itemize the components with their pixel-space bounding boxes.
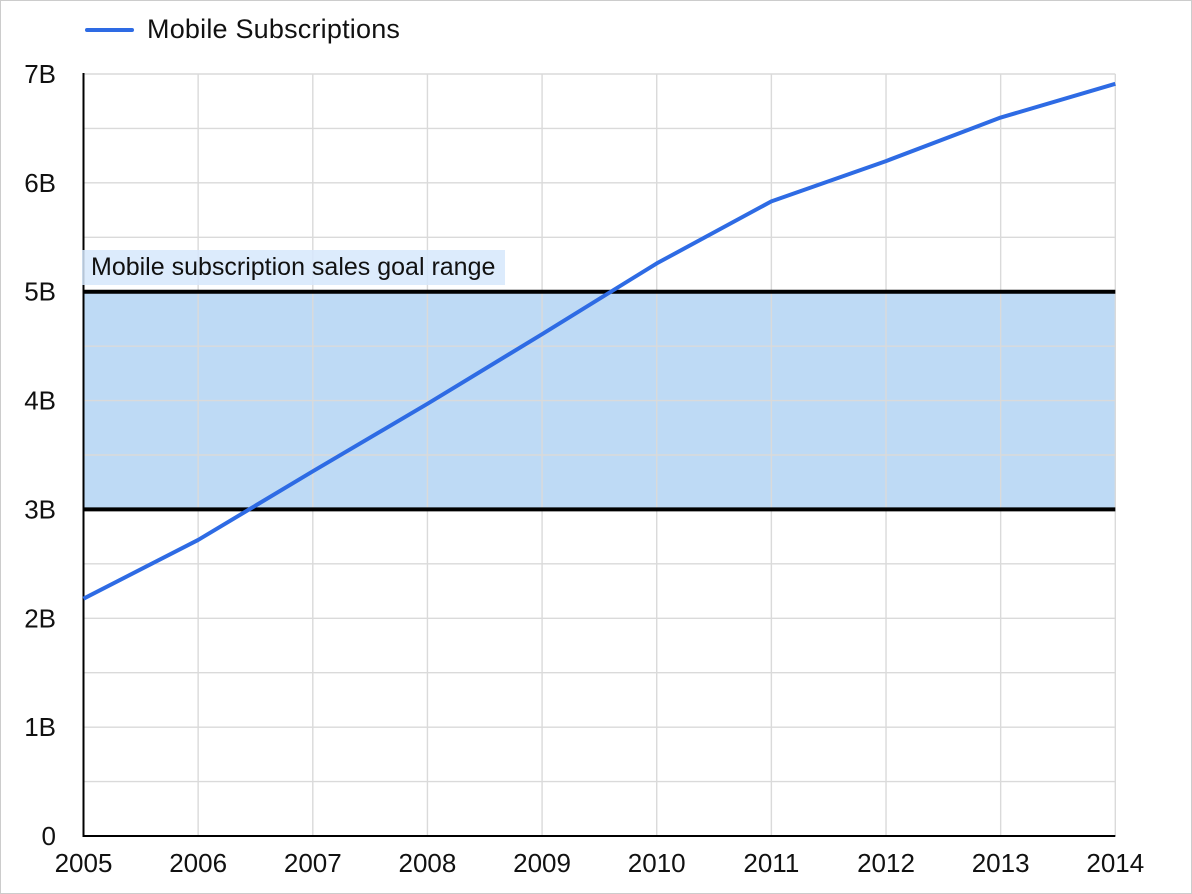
y-tick-label: 7B xyxy=(24,59,56,89)
y-tick-label: 4B xyxy=(24,386,56,416)
y-tick-label: 2B xyxy=(24,603,56,633)
x-tick-label: 2014 xyxy=(1086,848,1144,878)
goal-range-label: Mobile subscription sales goal range xyxy=(82,250,506,285)
y-tick-label: 3B xyxy=(24,494,56,524)
legend-label: Mobile Subscriptions xyxy=(147,14,401,44)
y-tick-label: 1B xyxy=(24,712,56,742)
x-tick-label: 2012 xyxy=(857,848,915,878)
x-tick-label: 2013 xyxy=(972,848,1030,878)
y-tick-label: 5B xyxy=(24,277,56,307)
legend: Mobile Subscriptions xyxy=(85,14,400,45)
x-tick-label: 2008 xyxy=(399,848,457,878)
x-tick-label: 2010 xyxy=(628,848,686,878)
x-tick-label: 2009 xyxy=(513,848,571,878)
y-tick-label: 6B xyxy=(24,168,56,198)
mobile-subscriptions-line xyxy=(82,81,1116,601)
x-tick-label: 2006 xyxy=(169,848,227,878)
x-tick-label: 2007 xyxy=(284,848,342,878)
x-tick-label: 2005 xyxy=(55,848,113,878)
y-tick-label: 0 xyxy=(42,821,56,851)
legend-line-swatch xyxy=(85,27,134,32)
x-tick-label: 2011 xyxy=(743,848,799,878)
